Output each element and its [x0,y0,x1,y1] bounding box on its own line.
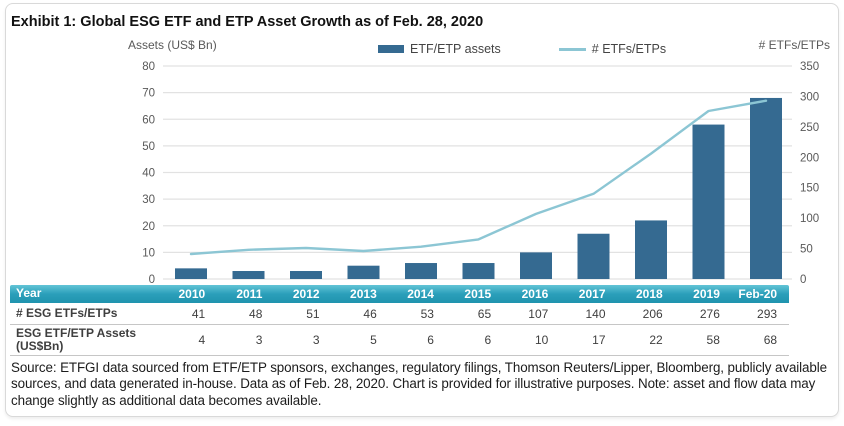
right-axis-tick: 150 [800,183,819,195]
right-axis-tick: 300 [800,91,819,103]
table-cell: 107 [528,306,549,321]
table-header-cells: 2010 2011 2012 2013 2014 2015 2016 2017 2018 2019… [160,287,789,301]
left-axis-tick: 30 [142,194,155,206]
table-row: ESG ETF/ETP Assets (US$Bn) 4 3 3 5 6 6 10 17 22 5… [10,325,789,356]
right-axis-tick: 350 [800,61,819,73]
table-cell: 17 [592,333,606,347]
etf-assets-bar [175,268,207,279]
line-swatch-icon [558,47,586,51]
left-axis-tick: 80 [142,61,155,73]
table-cell: 2010 [178,287,206,301]
left-axis-tick: 20 [142,221,155,233]
table-cell: 2014 [407,287,434,301]
right-axis-title: # ETFs/ETPs [758,38,830,52]
table-cell: 41 [191,306,206,321]
etf-assets-bar [462,263,495,279]
legend-item-count: # ETFs/ETPs [558,42,667,56]
table-cell: 5 [370,333,377,347]
etf-assets-bar [405,263,437,279]
exhibit-figure: Exhibit 1: Global ESG ETF and ETP Asset … [5,3,839,417]
left-axis-tick: 40 [142,168,155,180]
table-row-label: ESG ETF/ETP Assets (US$Bn) [16,325,137,353]
source-note: Source: ETFGI data sourced from ETF/ETP … [11,360,827,408]
right-axis-tick: 200 [800,152,819,164]
table-cell: 6 [484,333,492,347]
left-axis-tick: 0 [149,274,155,283]
table-row-cells: 41 48 51 46 53 65 107 140 206 276 293 [160,307,789,321]
bar-swatch-icon [378,45,404,53]
left-axis-tick: 70 [142,88,155,100]
table-cell: 2015 [464,287,492,301]
table-row-label: # ESG ETFs/ETPs [16,305,118,320]
etf-assets-bar [232,271,265,279]
etf-assets-bar [347,265,380,279]
table-header-row: Year 2010 2011 2012 2013 2014 2015 2016 2017 201… [10,285,789,303]
table-cell: 2012 [292,287,320,301]
legend-label-count: # ETFs/ETPs [591,42,667,56]
table-cell: 51 [306,306,320,321]
exhibit-title: Exhibit 1: Global ESG ETF and ETP Asset … [11,14,484,30]
left-axis-title: Assets (US$ Bn) [128,38,217,52]
combo-chart: Assets (US$ Bn) # ETFs/ETPs ETF/ETP asse… [6,33,838,283]
table-cell: 3 [312,333,320,347]
table-cell: 65 [477,306,492,321]
left-axis-tick: 50 [142,141,155,153]
etf-count-line [189,99,768,256]
table-cell: 53 [420,306,434,321]
right-axis-tick: 50 [800,244,813,256]
chart-legend: ETF/ETP assets # ETFs/ETPs [378,42,666,56]
right-axis-tick: 0 [800,274,806,283]
table-cell: 2019 [693,287,720,301]
right-axis-tick: 100 [800,213,819,225]
table-cell: 10 [534,333,549,347]
table-cell: Feb-20 [738,287,778,301]
table-cell: 2018 [635,287,663,301]
table-cell: 58 [706,333,720,347]
table-cell: 68 [763,333,778,347]
right-axis-tick: 250 [800,122,819,134]
data-table: Year 2010 2011 2012 2013 2014 2015 2016 2017 201… [10,285,789,356]
table-cell: 3 [255,333,263,347]
table-row-cells: 4 3 3 5 6 6 10 17 22 58 68 [160,333,789,347]
table-cell: 48 [249,306,263,321]
table-cell: 2013 [350,287,377,301]
table-cell: 293 [757,306,778,321]
table-cell: 2016 [521,287,549,301]
table-cell: 140 [585,306,606,321]
table-cell: 4 [198,333,206,347]
table-cell: 2017 [578,287,606,301]
etf-assets-bar [290,271,322,279]
table-cell: 6 [427,333,434,347]
table-row: # ESG ETFs/ETPs 41 48 51 46 53 65 107 140 206 276… [10,303,789,325]
etf-assets-bar [635,220,667,279]
table-cell: 276 [699,306,720,321]
etf-assets-bar [520,252,552,279]
left-axis-tick: 10 [142,247,155,259]
table-cell: 2011 [236,287,263,301]
etf-assets-bar [750,97,782,279]
table-header-label: Year [16,286,42,301]
etf-assets-bar [692,124,725,279]
legend-label-assets: ETF/ETP assets [410,42,501,56]
table-cell: 206 [642,306,663,321]
table-cell: 22 [649,333,663,347]
left-axis-tick: 60 [142,114,155,126]
legend-item-assets: ETF/ETP assets [378,42,501,56]
etf-assets-bar [577,233,610,279]
chart-plot: 0 10 20 30 40 50 60 70 80 0 50 100 150 200 250 300 350 [142,61,819,283]
table-cell: 46 [363,306,377,321]
